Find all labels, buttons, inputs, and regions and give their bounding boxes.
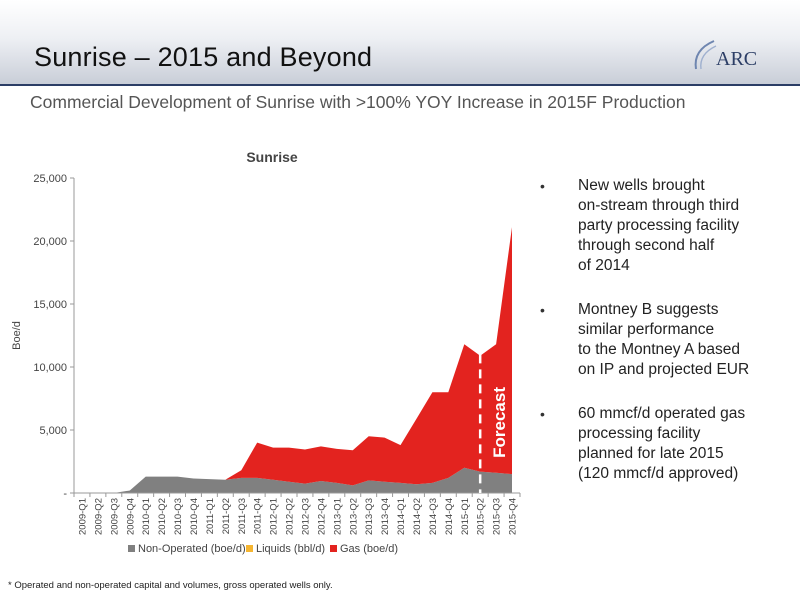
y-axis: - 5,000 10,000 15,000 20,000 25,000 [33,173,75,500]
y-tick-label: - [63,488,67,500]
page-subtitle: Commercial Development of Sunrise with >… [30,92,686,112]
area-series-0 [82,467,512,493]
x-tick-label: 2011-Q1 [205,498,216,534]
legend-swatch [330,545,337,552]
sunrise-chart: Sunrise Boe/d - 5,000 10,000 15,000 20,000 25… [11,149,521,555]
header-divider [0,84,800,86]
x-axis: 2009-Q1 2009-Q2 2009-Q3 2009-Q4 2010-Q1 2010-… [73,492,521,535]
legend-label: Liquids (bbl/d) [256,543,325,555]
x-tick-label: 2009-Q4 [125,498,136,535]
area-series-2 [82,227,512,493]
x-tick-label: 2009-Q3 [109,498,120,535]
x-tick-label: 2012-Q4 [316,498,327,535]
bullet-list: • New wells brought on-stream through thi… [540,176,790,508]
x-tick-label: 2011-Q3 [237,498,248,534]
header-band [0,0,800,84]
x-tick-label: 2015-Q1 [460,498,471,535]
x-tick-label: 2012-Q1 [269,498,280,535]
x-tick-label: 2009-Q1 [77,498,88,535]
x-tick-label: 2012-Q3 [300,498,311,535]
x-tick-label: 2015-Q3 [492,498,503,535]
y-tick-label: 20,000 [33,236,67,248]
y-axis-label: Boe/d [11,321,23,350]
y-tick-label: 10,000 [33,362,67,374]
y-tick-label: 15,000 [33,299,67,311]
x-tick-label: 2014-Q1 [396,498,407,535]
x-tick-label: 2011-Q4 [253,498,264,534]
bullet-item: • 60 mmcf/d operated gas processing facil… [540,404,790,484]
area-series-group [82,227,512,493]
bullet-text: New wells brought on-stream through thir… [578,177,740,274]
chart-legend: Non-Operated (boe/d) Liquids (bbl/d) Gas (… [128,543,398,555]
x-tick-label: 2014-Q3 [428,498,439,535]
y-tick-label: 5,000 [39,425,67,437]
legend-label: Gas (boe/d) [340,543,398,555]
bullet-dot-icon: • [540,406,545,422]
bullet-item: • Montney B suggests similar performance … [540,300,790,380]
x-tick-label: 2010-Q1 [141,498,152,535]
x-tick-label: 2013-Q4 [380,498,391,535]
x-tick-label: 2014-Q2 [412,498,423,535]
chart-title: Sunrise [246,149,298,165]
x-tick-label: 2010-Q2 [157,498,168,535]
x-tick-label: 2013-Q1 [332,498,343,535]
x-tick-label: 2013-Q3 [364,498,375,535]
bullet-dot-icon: • [540,178,545,194]
x-tick-label: 2011-Q2 [221,498,232,534]
x-tick-label: 2009-Q2 [93,498,104,535]
bullet-dot-icon: • [540,302,545,318]
bullet-item: • New wells brought on-stream through thi… [540,176,790,276]
legend-swatch [128,545,135,552]
x-tick-label: 2015-Q4 [508,498,519,535]
x-tick-label: 2012-Q2 [285,498,296,535]
legend-label: Non-Operated (boe/d) [138,543,246,555]
page-title: Sunrise – 2015 and Beyond [34,42,373,72]
bullet-text: 60 mmcf/d operated gas processing facili… [578,405,746,482]
legend-swatch [246,545,253,552]
x-tick-label: 2014-Q4 [444,498,455,535]
x-tick-label: 2013-Q2 [348,498,359,535]
x-tick-label: 2015-Q2 [476,498,487,535]
forecast-annotation: Forecast [478,354,509,493]
footnote: * Operated and non-operated capital and … [8,580,333,591]
bullet-text: Montney B suggests similar performance t… [578,301,750,378]
arc-logo: ARC [694,40,757,70]
logo-text: ARC [716,48,757,70]
x-tick-label: 2010-Q3 [173,498,184,535]
y-tick-label: 25,000 [33,173,67,185]
x-tick-label: 2010-Q4 [189,498,200,535]
forecast-label: Forecast [490,387,509,458]
